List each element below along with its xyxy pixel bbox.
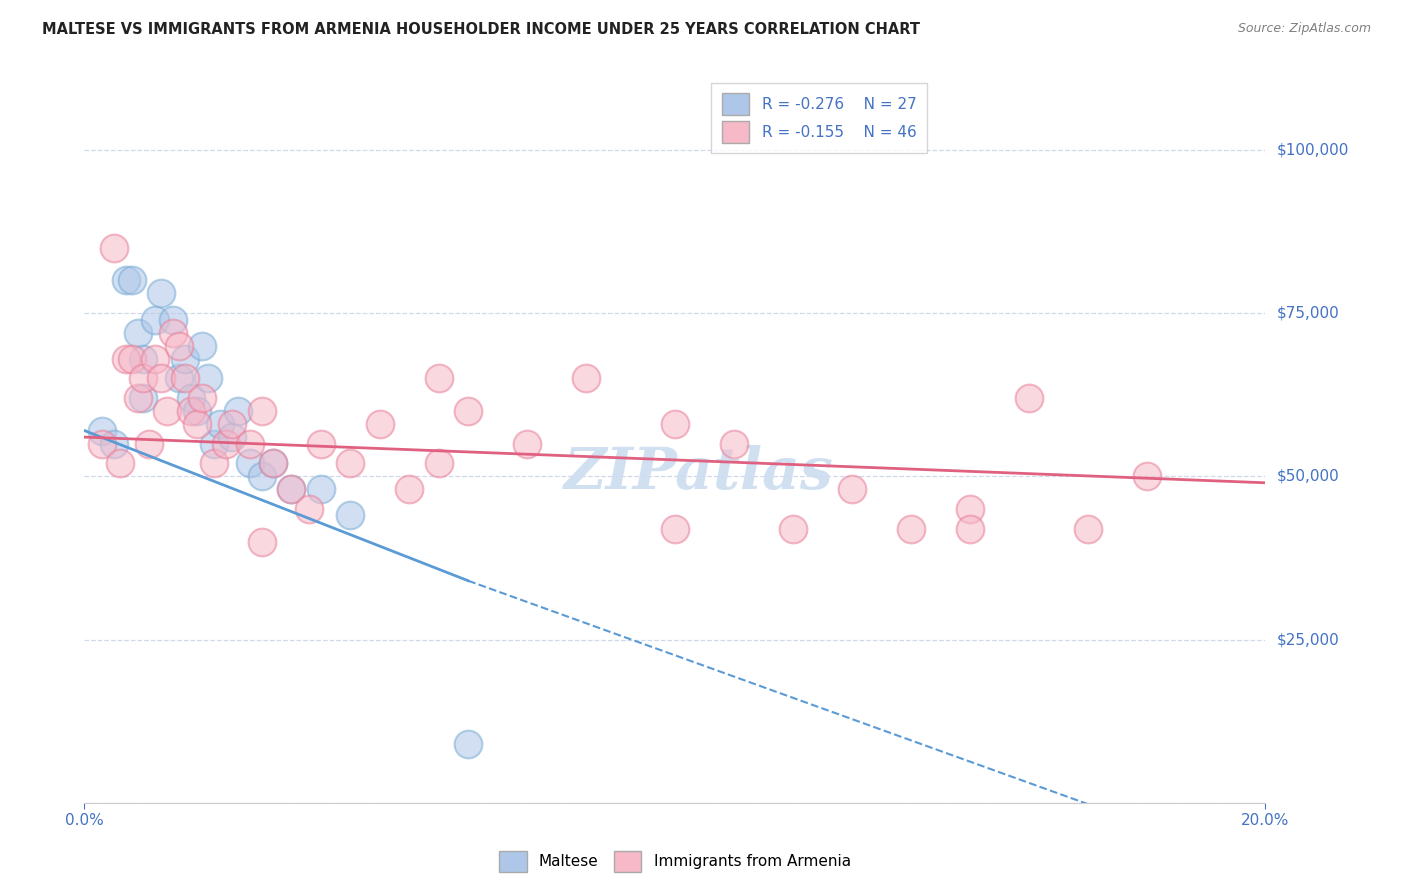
- Text: Source: ZipAtlas.com: Source: ZipAtlas.com: [1237, 22, 1371, 36]
- Point: [150, 371, 173, 385]
- Point: [103, 436, 125, 450]
- Point: [427, 456, 450, 470]
- Point: [221, 417, 243, 431]
- Point: [202, 436, 225, 450]
- Point: [457, 404, 479, 418]
- Point: [191, 338, 214, 352]
- Point: [186, 404, 208, 418]
- Legend: R = -0.276    N = 27, R = -0.155    N = 46: R = -0.276 N = 27, R = -0.155 N = 46: [711, 83, 927, 153]
- Point: [191, 391, 214, 405]
- Point: [127, 326, 149, 340]
- Point: [114, 351, 136, 366]
- Point: [138, 436, 160, 450]
- Point: [197, 371, 219, 385]
- Point: [427, 371, 450, 385]
- Point: [132, 351, 155, 366]
- Point: [250, 404, 273, 418]
- Point: [143, 312, 166, 326]
- Point: [173, 351, 195, 366]
- Point: [202, 456, 225, 470]
- Point: [368, 417, 391, 431]
- Point: [309, 436, 332, 450]
- Point: [900, 521, 922, 535]
- Point: [121, 273, 143, 287]
- Point: [841, 483, 863, 497]
- Point: [309, 483, 332, 497]
- Point: [132, 371, 155, 385]
- Text: ZIPatlas: ZIPatlas: [564, 445, 834, 502]
- Point: [398, 483, 420, 497]
- Point: [723, 436, 745, 450]
- Point: [132, 391, 155, 405]
- Point: [1018, 391, 1040, 405]
- Point: [339, 508, 361, 523]
- Point: [91, 436, 114, 450]
- Point: [143, 351, 166, 366]
- Point: [156, 404, 179, 418]
- Point: [262, 456, 284, 470]
- Point: [250, 469, 273, 483]
- Point: [664, 521, 686, 535]
- Point: [664, 417, 686, 431]
- Text: MALTESE VS IMMIGRANTS FROM ARMENIA HOUSEHOLDER INCOME UNDER 25 YEARS CORRELATION: MALTESE VS IMMIGRANTS FROM ARMENIA HOUSE…: [42, 22, 920, 37]
- Point: [173, 371, 195, 385]
- Point: [239, 456, 262, 470]
- Point: [91, 424, 114, 438]
- Point: [209, 417, 232, 431]
- Text: $100,000: $100,000: [1277, 142, 1348, 157]
- Text: $75,000: $75,000: [1277, 305, 1340, 320]
- Point: [575, 371, 598, 385]
- Point: [239, 436, 262, 450]
- Point: [167, 338, 190, 352]
- Point: [180, 391, 202, 405]
- Point: [162, 326, 184, 340]
- Point: [215, 436, 238, 450]
- Point: [226, 404, 249, 418]
- Point: [114, 273, 136, 287]
- Point: [782, 521, 804, 535]
- Point: [186, 417, 208, 431]
- Point: [221, 430, 243, 444]
- Point: [250, 534, 273, 549]
- Point: [339, 456, 361, 470]
- Point: [457, 737, 479, 751]
- Point: [121, 351, 143, 366]
- Point: [1077, 521, 1099, 535]
- Point: [1136, 469, 1159, 483]
- Text: $50,000: $50,000: [1277, 469, 1340, 483]
- Point: [280, 483, 302, 497]
- Point: [280, 483, 302, 497]
- Point: [167, 371, 190, 385]
- Point: [127, 391, 149, 405]
- Point: [162, 312, 184, 326]
- Text: $25,000: $25,000: [1277, 632, 1340, 647]
- Point: [262, 456, 284, 470]
- Point: [108, 456, 131, 470]
- Point: [103, 241, 125, 255]
- Point: [959, 521, 981, 535]
- Point: [150, 286, 173, 301]
- Point: [959, 502, 981, 516]
- Point: [516, 436, 538, 450]
- Point: [180, 404, 202, 418]
- Point: [298, 502, 321, 516]
